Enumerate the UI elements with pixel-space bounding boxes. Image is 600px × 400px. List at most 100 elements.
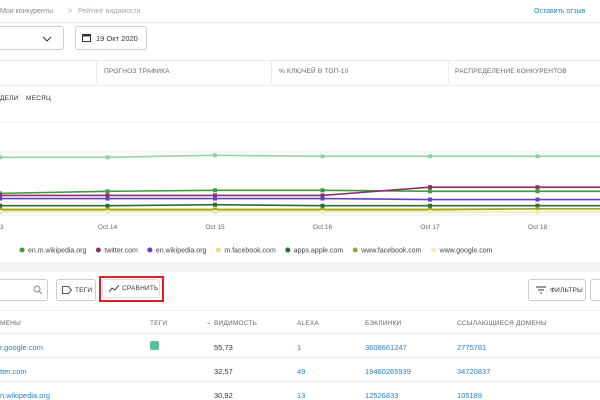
cell[interactable]: 2775781	[457, 343, 486, 352]
series-line	[0, 190, 600, 193]
cell[interactable]: 49	[297, 367, 305, 376]
point	[428, 210, 432, 214]
cell[interactable]: n.wikipedia.org	[0, 391, 50, 400]
point	[0, 210, 2, 214]
legend-dot	[216, 248, 221, 253]
cell[interactable]: 12526833	[365, 391, 398, 400]
cell[interactable]: tter.com	[0, 367, 27, 376]
column-header: ТЕГИ	[150, 320, 167, 327]
legend-label: www.facebook.com	[360, 248, 421, 255]
row-border	[0, 333, 600, 334]
x-tick-label: Oct 14	[98, 224, 118, 231]
calendar-icon	[82, 33, 91, 42]
point	[428, 189, 432, 193]
x-tick-label: Oct 16	[313, 224, 333, 231]
legend-dot	[353, 248, 358, 253]
feedback-link[interactable]: Оставить отзыв	[534, 8, 585, 15]
point	[428, 198, 432, 202]
point	[213, 197, 217, 201]
legend-label: en.wikipedia.org	[156, 248, 207, 255]
row-border	[0, 357, 600, 358]
point	[536, 185, 540, 189]
tab-divider	[271, 60, 272, 84]
point	[321, 188, 325, 192]
row-border	[0, 310, 600, 311]
cell[interactable]: r.google.com	[0, 343, 43, 352]
cell: 55,73	[214, 343, 233, 352]
point	[106, 210, 110, 214]
point	[536, 154, 540, 158]
point	[321, 210, 325, 214]
period[interactable]: ДЕЛИ	[0, 95, 18, 102]
row-border	[0, 381, 600, 382]
period[interactable]: МЕСЯЦ	[26, 95, 51, 102]
cell[interactable]: 34720837	[457, 367, 490, 376]
trend-icon	[109, 285, 119, 293]
date-picker[interactable]: 19 Окт 2020	[75, 26, 147, 50]
column-header: МЕНЫ	[0, 320, 21, 327]
point	[321, 154, 325, 158]
dropdown[interactable]	[0, 26, 64, 50]
export-button[interactable]	[590, 279, 600, 301]
compare-button[interactable]: СРАВНИТЬ	[102, 279, 160, 298]
point	[106, 197, 110, 201]
tab[interactable]: ПРОГНОЗ ТРАФИКА	[104, 68, 170, 75]
series-line	[0, 205, 600, 206]
point	[321, 197, 325, 201]
cell: 30,92	[214, 391, 233, 400]
cell: 32,57	[214, 367, 233, 376]
legend-label: twitter.com	[104, 248, 138, 255]
x-tick-label: Oct 18	[528, 224, 548, 231]
cell[interactable]: 1	[297, 343, 301, 352]
point	[213, 188, 217, 192]
point	[428, 154, 432, 158]
point	[106, 155, 110, 159]
point	[0, 155, 2, 159]
x-tick-label: Oct 17	[420, 224, 440, 231]
column-header: ССЫЛАЮЩИЕСЯ ДОМЕНЫ	[457, 320, 547, 327]
legend-dot	[431, 248, 436, 253]
legend-label: www.google.com	[439, 248, 493, 255]
legend-dot	[96, 248, 101, 253]
x-tick-label: Oct 15	[205, 224, 225, 231]
tags-button[interactable]: ТЕГИ	[56, 279, 96, 301]
cell[interactable]: 3608661247	[365, 343, 407, 352]
legend-dot	[147, 248, 152, 253]
breadcrumb-parent[interactable]: Мои конкуренты	[0, 8, 53, 15]
cell[interactable]: 19460265939	[365, 367, 411, 376]
point	[106, 189, 110, 193]
cell[interactable]: 105189	[457, 391, 482, 400]
button-label: СРАВНИТЬ	[122, 285, 158, 292]
button-label: ФИЛЬТРЫ	[550, 287, 583, 294]
point	[536, 210, 540, 214]
point	[0, 197, 2, 201]
tab-divider	[448, 60, 449, 84]
tag-icon	[62, 286, 72, 294]
point	[428, 185, 432, 189]
series-line	[0, 199, 600, 200]
column-header: ALEXA	[297, 320, 319, 327]
search-box[interactable]	[0, 279, 48, 301]
point	[428, 204, 432, 208]
legend-label: m.facebook.com	[224, 248, 276, 255]
point	[213, 153, 217, 157]
point	[106, 204, 110, 208]
tab-divider	[96, 60, 97, 84]
point	[213, 203, 217, 207]
point	[321, 204, 325, 208]
chart: 13Oct 14Oct 15Oct 16Oct 17Oct 18en.m.wik…	[0, 110, 600, 260]
point	[536, 198, 540, 202]
legend-dot	[285, 248, 290, 253]
filters-button[interactable]: ФИЛЬТРЫ	[528, 279, 586, 301]
point	[213, 210, 217, 214]
column-header: БЭКЛИНКИ	[365, 320, 401, 327]
tab[interactable]: % КЛЮЧЕЙ В ТОП-10	[279, 68, 348, 75]
cell[interactable]: 13	[297, 391, 305, 400]
button-label: ТЕГИ	[75, 287, 92, 294]
legend-label: en.m.wikipedia.org	[28, 248, 86, 255]
tab[interactable]: РАСПРЕДЕЛЕНИЕ КОНКУРЕНТОВ	[455, 68, 567, 75]
date-text: 19 Окт 2020	[96, 34, 138, 43]
point	[536, 189, 540, 193]
legend-label: apps.apple.com	[294, 248, 344, 255]
